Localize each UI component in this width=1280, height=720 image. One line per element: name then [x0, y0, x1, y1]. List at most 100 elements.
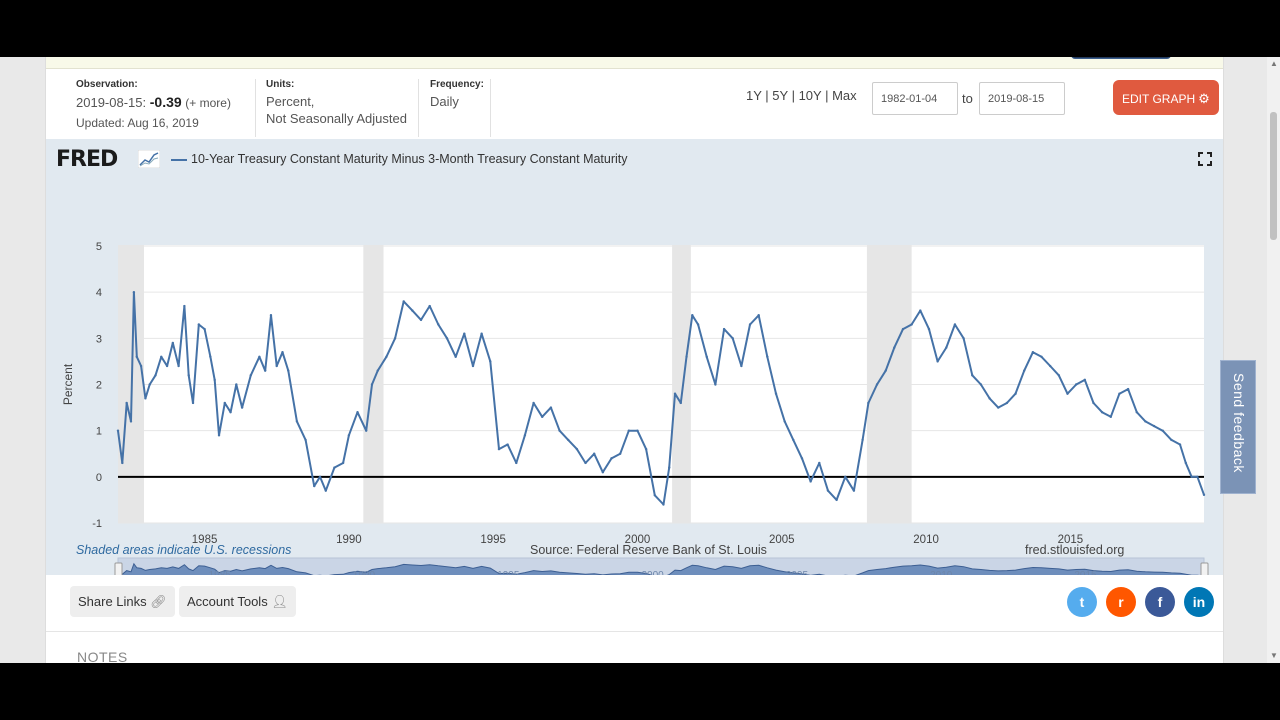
data-point	[1109, 415, 1112, 419]
data-point	[376, 369, 379, 372]
navigator-left-handle[interactable]	[114, 562, 123, 575]
facebook-icon[interactable]: f	[1145, 587, 1175, 617]
data-point	[835, 498, 838, 502]
data-point	[636, 429, 639, 432]
navigator-tick-label: 2000	[641, 570, 664, 575]
data-point	[1178, 443, 1182, 446]
series-line[interactable]	[117, 291, 1205, 506]
x-tick-label: 1985	[192, 534, 218, 546]
browser-viewport: Observation: 2019-08-15: -0.39 (+ more) …	[0, 57, 1280, 663]
data-point	[696, 323, 700, 326]
data-point	[313, 484, 316, 488]
top-tab[interactable]	[1071, 57, 1171, 59]
data-point	[515, 461, 518, 465]
observation-line: 2019-08-15: -0.39 (+ more)	[76, 94, 231, 111]
site-url: fred.stlouisfed.org	[1025, 543, 1125, 557]
data-point	[766, 355, 769, 358]
data-point	[1190, 475, 1193, 479]
data-point	[471, 364, 475, 368]
gear-icon: ⚙	[1198, 91, 1210, 106]
data-point	[549, 406, 553, 409]
fullscreen-icon[interactable]	[1198, 152, 1212, 166]
data-point	[705, 355, 708, 358]
data-point	[1057, 374, 1061, 377]
linkedin-icon[interactable]: in	[1184, 587, 1214, 617]
divider	[490, 79, 491, 137]
data-point	[116, 429, 120, 432]
data-point	[809, 480, 812, 483]
data-point	[1161, 429, 1164, 432]
data-point	[235, 383, 238, 386]
frequency-label: Frequency:	[430, 79, 484, 90]
data-point	[800, 457, 804, 460]
navigator-tick-label: 2015	[1074, 570, 1097, 575]
data-point	[673, 392, 677, 395]
data-point	[1074, 383, 1078, 386]
scrollbar[interactable]: ▲ ▼	[1267, 57, 1280, 663]
data-point	[1196, 475, 1199, 479]
data-point	[1040, 355, 1043, 358]
data-point	[480, 332, 483, 335]
data-point	[584, 461, 587, 465]
data-point	[601, 471, 605, 474]
data-point	[135, 355, 138, 358]
data-point	[997, 406, 1000, 409]
range-5y[interactable]: 5Y	[772, 88, 788, 103]
data-point	[183, 304, 186, 308]
scroll-down-icon[interactable]: ▼	[1270, 651, 1278, 660]
data-point	[402, 300, 405, 303]
data-point	[217, 434, 221, 437]
data-point	[1083, 378, 1087, 382]
data-point	[160, 355, 163, 358]
chart-canvas[interactable]: 5 4 3 2 1 0 -1 1985 1990 1995 2000 2005 2010 2015 Perc…	[46, 139, 1223, 575]
units-line2: Not Seasonally Adjusted	[266, 111, 407, 126]
data-point	[1092, 401, 1095, 405]
send-feedback-button[interactable]: Send feedback	[1220, 360, 1256, 494]
reddit-icon[interactable]: r	[1106, 587, 1136, 617]
data-point	[668, 466, 671, 469]
account-tools-button[interactable]: Account Tools 👤︎	[179, 586, 296, 617]
scroll-thumb[interactable]	[1270, 112, 1277, 240]
range-max[interactable]: Max	[832, 88, 857, 103]
data-point	[783, 420, 786, 423]
y-tick-label: 2	[96, 380, 102, 392]
edit-graph-button[interactable]: EDIT GRAPH ⚙	[1113, 80, 1219, 115]
data-point	[364, 429, 368, 432]
data-point	[287, 369, 290, 372]
data-point	[304, 438, 307, 442]
data-point	[258, 355, 261, 358]
range-10y[interactable]: 10Y	[798, 88, 822, 103]
data-point	[177, 364, 180, 368]
data-point	[1170, 438, 1173, 442]
y-tick-label: 3	[96, 333, 102, 345]
range-separator: |	[821, 88, 833, 103]
data-point	[971, 374, 974, 377]
data-point	[774, 392, 778, 395]
data-point	[1152, 424, 1156, 428]
frequency-block: Frequency: Daily	[430, 79, 484, 110]
scroll-up-icon[interactable]: ▲	[1270, 59, 1278, 68]
data-point	[910, 323, 913, 326]
data-point	[249, 374, 252, 377]
start-date-input[interactable]: 1982-01-04	[872, 82, 958, 115]
chart-legend: 10-Year Treasury Constant Maturity Minus…	[171, 152, 628, 166]
data-point	[213, 378, 216, 382]
data-point	[748, 323, 752, 326]
data-point	[197, 323, 201, 326]
data-point	[1005, 401, 1009, 405]
data-point	[1023, 369, 1026, 372]
data-point	[541, 415, 544, 419]
share-links-button[interactable]: Share Links 🔗︎	[70, 586, 175, 617]
data-point	[229, 411, 232, 414]
twitter-icon[interactable]: t	[1067, 587, 1097, 617]
navigator-right-handle[interactable]	[1200, 562, 1209, 575]
data-point	[927, 327, 931, 331]
range-1y[interactable]: 1Y	[746, 88, 762, 103]
data-point	[203, 327, 206, 331]
more-link[interactable]: (+ more)	[185, 96, 231, 110]
data-point	[437, 323, 440, 326]
data-point	[558, 429, 561, 432]
fred-logo[interactable]: FRED	[56, 147, 118, 172]
end-date-input[interactable]: 2019-08-15	[979, 82, 1065, 115]
updated-date: Updated: Aug 16, 2019	[76, 116, 199, 130]
